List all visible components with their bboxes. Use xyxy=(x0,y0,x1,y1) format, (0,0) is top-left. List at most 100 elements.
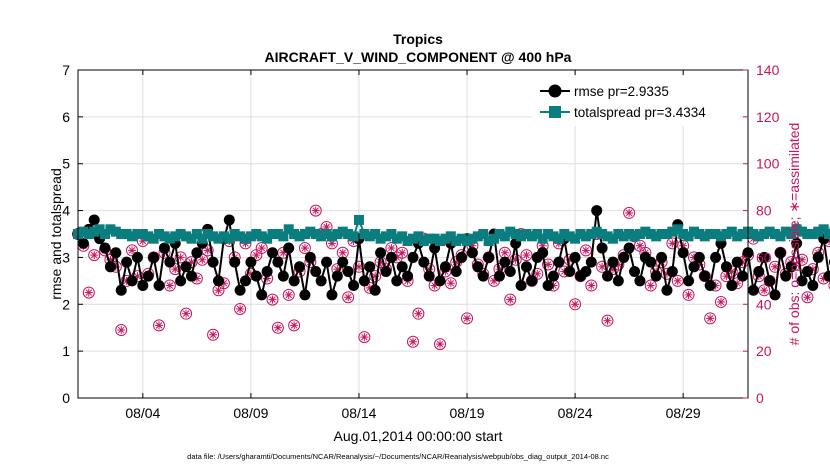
totalspread-point xyxy=(624,229,635,239)
rmse-point xyxy=(753,265,765,277)
rmse-point xyxy=(683,275,695,287)
obs-assimilated-marker xyxy=(273,323,282,332)
totalspread-point xyxy=(575,229,586,239)
rmse-point xyxy=(180,261,192,273)
rmse-point xyxy=(131,251,143,263)
rmse-point xyxy=(764,275,776,287)
totalspread-point xyxy=(699,231,710,242)
rmse-point xyxy=(823,270,830,282)
totalspread-point xyxy=(807,229,818,239)
totalspread-point xyxy=(521,229,532,239)
obs-assimilated-marker xyxy=(268,295,277,304)
rmse-point xyxy=(661,284,673,296)
totalspread-point xyxy=(456,233,467,244)
rmse-point xyxy=(564,265,576,277)
totalspread-point xyxy=(359,229,370,239)
totalspread-point xyxy=(370,229,381,239)
totalspread-point xyxy=(694,229,705,239)
rmse-point xyxy=(250,270,262,282)
rmse-point xyxy=(185,270,197,282)
rmse-point xyxy=(796,275,808,287)
obs-assimilated-marker xyxy=(803,293,812,302)
legend-box xyxy=(532,76,740,126)
obs-assimilated-marker xyxy=(544,260,553,269)
obs-assimilated-marker xyxy=(625,208,634,217)
totalspread-point xyxy=(132,229,143,239)
rmse-point xyxy=(310,265,322,277)
obs-assimilated-marker xyxy=(684,290,693,299)
totalspread-point xyxy=(759,229,770,239)
left-y-axis-label: rmse and totalspread xyxy=(48,168,64,300)
x-tick-label: 08/29 xyxy=(666,405,701,421)
totalspread-point xyxy=(240,233,251,244)
rmse-point xyxy=(504,265,516,277)
left-y-tick-label: 0 xyxy=(62,390,70,406)
rmse-point xyxy=(423,270,435,282)
rmse-point xyxy=(207,256,219,268)
totalspread-point xyxy=(218,231,229,242)
obs-possible-marker xyxy=(407,335,419,348)
right-y-tick-label: 60 xyxy=(756,249,772,265)
rmse-point xyxy=(677,247,689,259)
rmse-point xyxy=(607,256,619,268)
left-y-tick-label: 5 xyxy=(62,156,70,172)
obs-assimilated-marker xyxy=(214,286,223,295)
totalspread-point xyxy=(148,233,159,244)
totalspread-point xyxy=(251,229,262,239)
totalspread-point xyxy=(726,226,737,237)
obs-possible-marker xyxy=(266,293,279,306)
left-y-tick-label: 4 xyxy=(62,203,70,219)
rmse-point xyxy=(175,275,187,287)
totalspread-point xyxy=(154,229,165,239)
rmse-point xyxy=(121,256,133,268)
obs-possible-marker xyxy=(358,331,371,344)
totalspread-point xyxy=(208,231,219,242)
totalspread-point xyxy=(667,226,678,237)
x-tick-label: 08/09 xyxy=(233,405,268,421)
totalspread-point xyxy=(499,231,510,242)
obs-assimilated-marker xyxy=(398,248,407,257)
obs-possible-marker xyxy=(412,307,425,320)
totalspread-point xyxy=(580,231,591,242)
rmse-point xyxy=(110,247,122,259)
obs-assimilated-marker xyxy=(360,333,369,342)
totalspread-point xyxy=(310,229,321,239)
rmse-point xyxy=(272,256,284,268)
obs-assimilated-marker xyxy=(209,330,218,339)
totalspread-point xyxy=(94,224,105,235)
rmse-point xyxy=(358,275,370,287)
obs-assimilated-marker xyxy=(84,288,93,297)
rmse-point xyxy=(634,275,646,287)
rmse-point xyxy=(126,275,138,287)
totalspread-point xyxy=(100,229,111,239)
right-y-tick-label: 80 xyxy=(756,203,772,219)
obs-possible-marker xyxy=(623,206,636,219)
totalspread-point xyxy=(380,231,391,242)
obs-possible-marker xyxy=(234,302,247,315)
data-file-footnote: data file: /Users/gharamti/Documents/NCA… xyxy=(187,452,609,461)
totalspread-point xyxy=(137,229,148,239)
legend-rmse-label: rmse pr=2.9335 xyxy=(574,84,669,99)
obs-possible-marker xyxy=(342,291,355,304)
rmse-point xyxy=(380,265,392,277)
x-tick-label: 08/04 xyxy=(125,405,160,421)
obs-assimilated-marker xyxy=(387,244,396,253)
plot-area-frame xyxy=(77,69,749,399)
rmse-point xyxy=(212,275,224,287)
rmse-point xyxy=(466,247,478,259)
obs-assimilated-marker xyxy=(117,326,126,335)
obs-assimilated-marker xyxy=(587,281,596,290)
totalspread-point xyxy=(710,229,721,239)
rmse-point xyxy=(299,289,311,301)
rmse-point xyxy=(304,251,316,263)
totalspread-point xyxy=(764,226,775,237)
totalspread-point xyxy=(159,231,170,242)
right-y-tick-label: 20 xyxy=(756,343,772,359)
rmse-point xyxy=(699,270,711,282)
obs-possible-marker xyxy=(396,246,409,259)
right-y-tick-label: 40 xyxy=(756,296,772,312)
obs-assimilated-marker xyxy=(760,286,769,295)
right-y-axis-ticks: 0 20 40 60 80 100 120 140 xyxy=(743,62,780,406)
totalspread-point xyxy=(472,231,483,242)
obs-possible-marker xyxy=(509,253,522,266)
